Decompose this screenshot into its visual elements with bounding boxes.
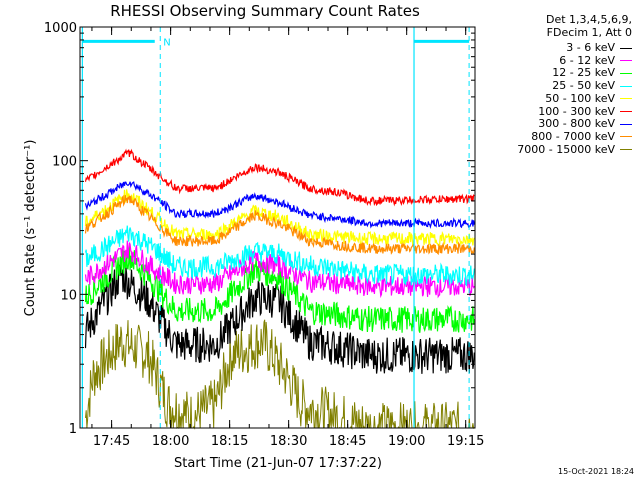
legend-swatch bbox=[620, 111, 632, 112]
legend-item: 12 - 25 keV bbox=[552, 67, 632, 79]
legend-swatch bbox=[620, 136, 632, 138]
series-line-100-300-kev bbox=[84, 148, 475, 207]
y-tick-label: 1 bbox=[69, 422, 77, 437]
legend-swatch bbox=[620, 72, 632, 74]
y-tick-label: 100 bbox=[52, 155, 77, 170]
series-line-800-7000-kev bbox=[84, 195, 475, 256]
x-tick-label: 19:15 bbox=[447, 434, 484, 449]
legend-header-line-1: Det 1,3,4,5,6,9, bbox=[545, 13, 632, 26]
legend-swatch bbox=[620, 60, 632, 62]
series-line-12-25-kev bbox=[84, 245, 475, 333]
legend-swatch bbox=[620, 149, 632, 151]
y-axis-label: Count Rate (s⁻¹ detector⁻¹) bbox=[23, 140, 38, 317]
legend-label: 25 - 50 keV bbox=[552, 79, 615, 93]
y-tick-label: 1000 bbox=[44, 21, 77, 36]
x-axis-label: Start Time (21-Jun-07 17:37:22) bbox=[174, 456, 382, 471]
legend-swatch bbox=[620, 47, 632, 49]
series-line-7000-15000-kev bbox=[85, 319, 475, 430]
legend-label: 50 - 100 keV bbox=[545, 91, 615, 105]
legend-label: 6 - 12 keV bbox=[559, 53, 615, 67]
series-line-25-50-kev bbox=[84, 225, 475, 287]
marker-n-label: N bbox=[163, 37, 170, 48]
legend-label: 100 - 300 keV bbox=[538, 104, 615, 118]
plot-frame bbox=[79, 26, 476, 429]
x-tick-label: 18:45 bbox=[329, 434, 366, 449]
x-tick-label: 17:45 bbox=[93, 434, 130, 449]
legend-label: 800 - 7000 keV bbox=[531, 129, 615, 143]
legend-swatch bbox=[620, 85, 632, 87]
legend-header-line-2: FDecim 1, Att 0 bbox=[546, 26, 632, 39]
legend-label: 12 - 25 keV bbox=[552, 66, 615, 80]
chart-title: RHESSI Observing Summary Count Rates bbox=[110, 2, 420, 20]
legend-item: 100 - 300 keV bbox=[538, 104, 632, 118]
series-group bbox=[84, 148, 475, 430]
x-tick-label: 19:00 bbox=[388, 434, 425, 449]
legend-item: 6 - 12 keV bbox=[559, 53, 632, 67]
footer-date: 15-Oct-2021 18:24 bbox=[558, 467, 634, 476]
y-tick-label: 10 bbox=[60, 288, 77, 303]
legend-item: 800 - 7000 keV bbox=[531, 129, 632, 143]
series-line-300-800-kev bbox=[84, 181, 475, 229]
legend-label: 7000 - 15000 keV bbox=[517, 142, 615, 156]
legend-item: 50 - 100 keV bbox=[545, 91, 632, 105]
series-line-3-6-kev bbox=[84, 262, 475, 374]
legend-swatch bbox=[620, 123, 632, 125]
legend-item: 300 - 800 keV bbox=[538, 118, 632, 130]
legend-swatch bbox=[620, 98, 632, 100]
overlay-group: N bbox=[81, 27, 470, 428]
legend-item: 3 - 6 keV bbox=[566, 42, 632, 54]
series-line-6-12-kev bbox=[84, 240, 475, 299]
x-tick-label: 18:30 bbox=[270, 434, 307, 449]
legend-label: 300 - 800 keV bbox=[538, 117, 615, 131]
x-tick-label: 18:15 bbox=[211, 434, 248, 449]
legend-label: 3 - 6 keV bbox=[566, 41, 615, 54]
legend-item: 7000 - 15000 keV bbox=[517, 142, 632, 156]
x-tick-label: 18:00 bbox=[152, 434, 189, 449]
legend-item: 25 - 50 keV bbox=[552, 80, 632, 92]
